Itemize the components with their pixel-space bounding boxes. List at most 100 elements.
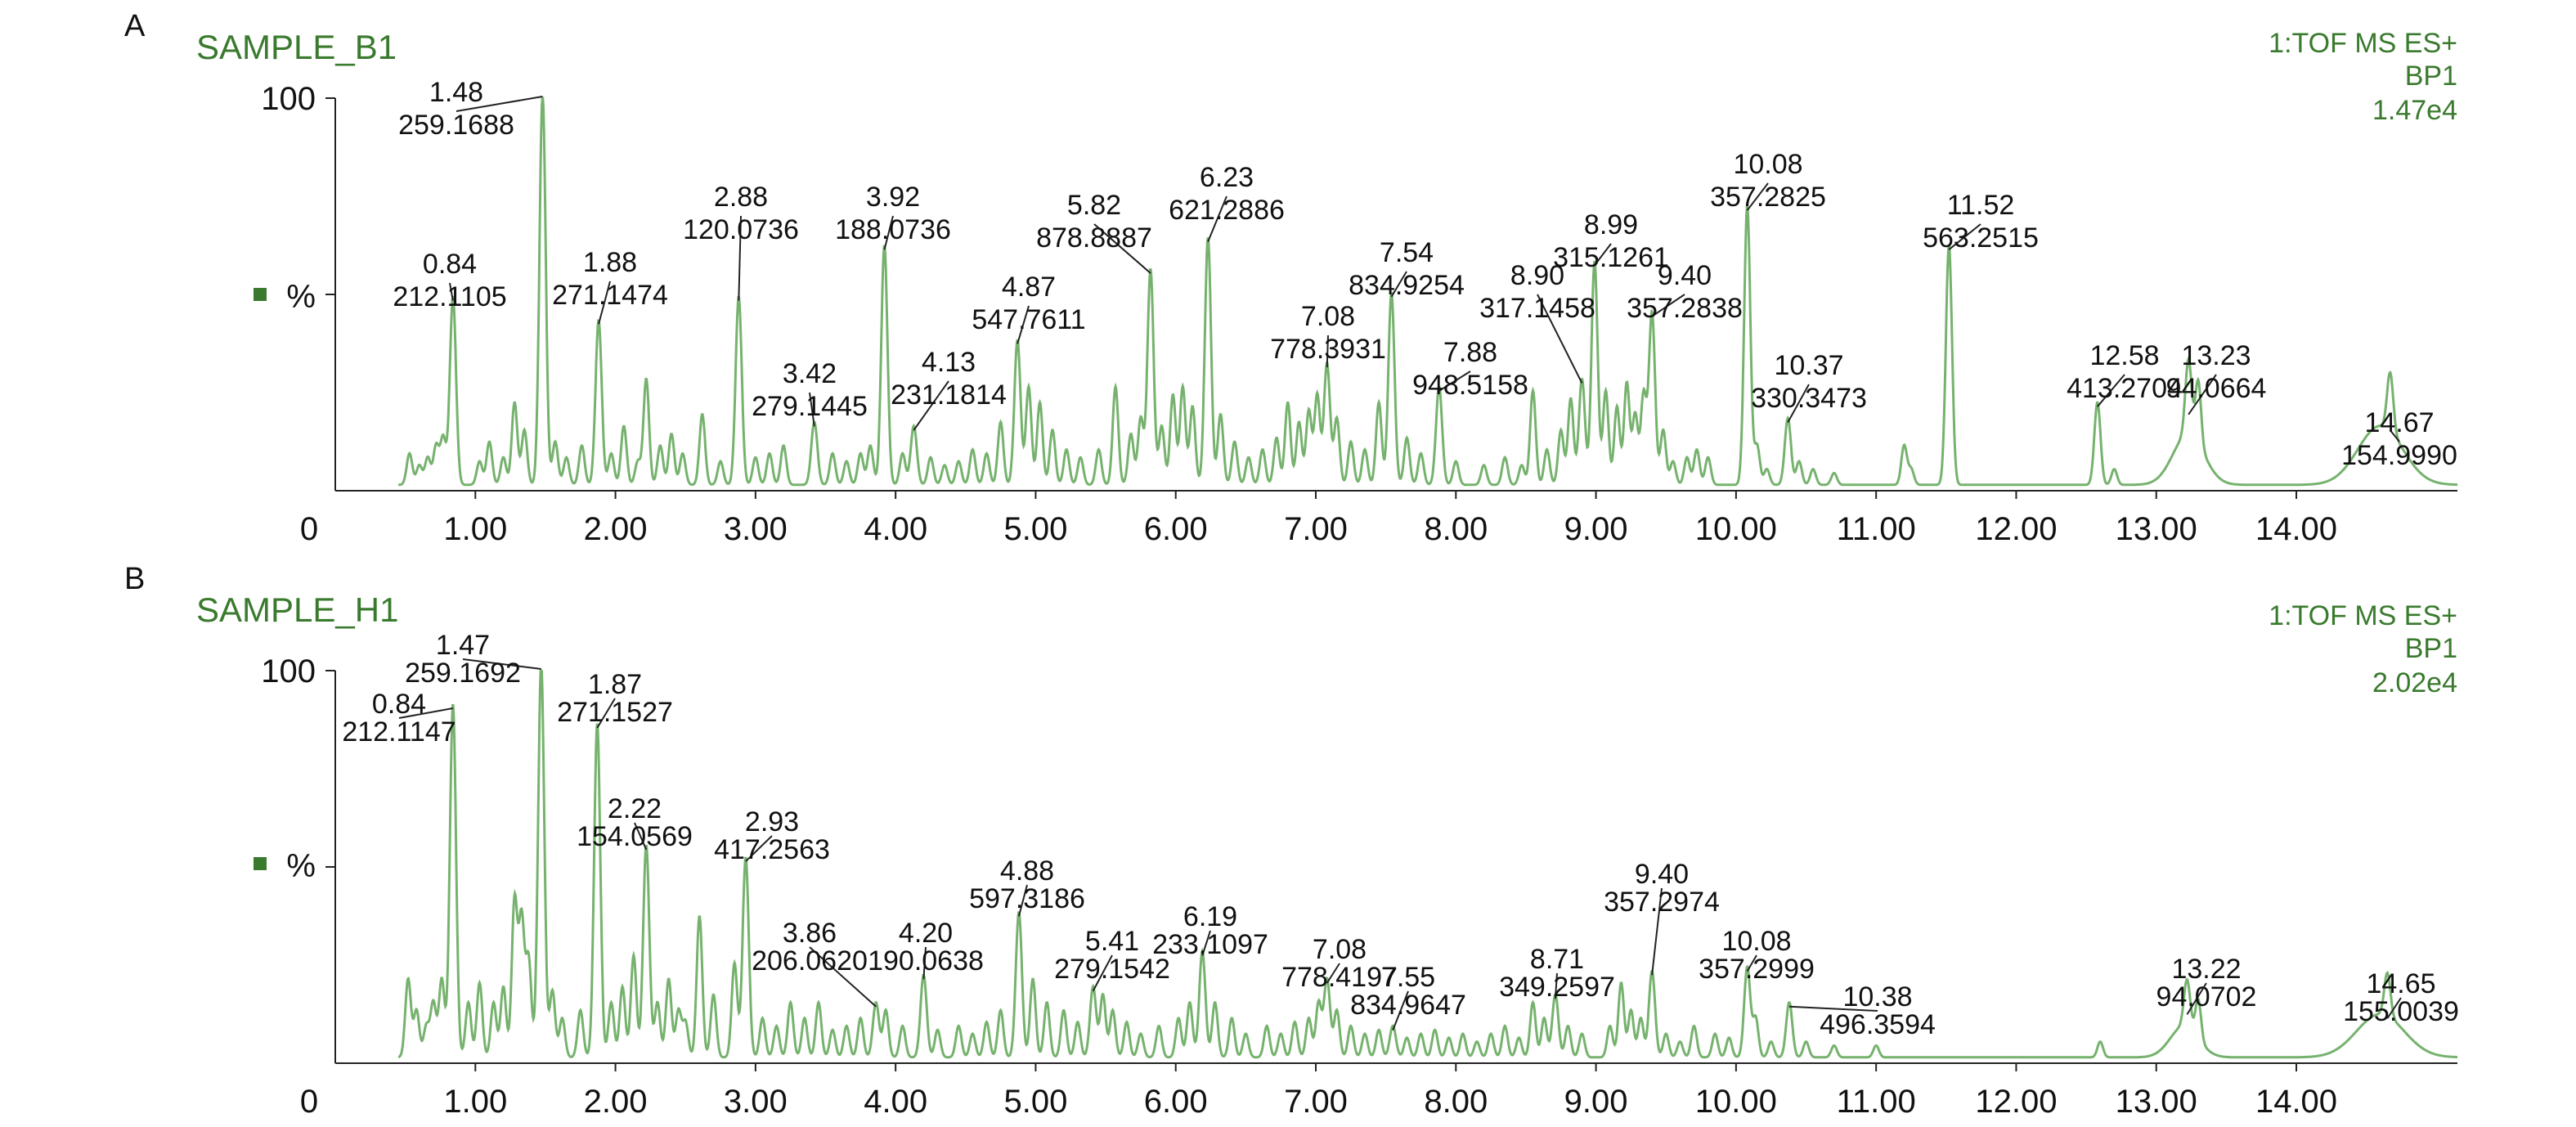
x-tick-label: 5.00 <box>1004 1084 1068 1120</box>
peak-rt: 8.99 <box>1584 209 1638 240</box>
peak-mz: 206.0620 <box>752 945 868 977</box>
peak-leader-line <box>456 96 543 112</box>
y-tick-100: 100 <box>261 81 316 117</box>
axes <box>325 670 2457 1071</box>
peak-rt: 1.47 <box>436 630 490 661</box>
peak-mz: 154.9990 <box>2341 440 2457 471</box>
x-tick-labels: 1.00 2.00 3.00 4.00 5.00 6.00 7.00 8.00 9.00 10.0… <box>443 1084 2337 1120</box>
peak-rt: 7.88 <box>1443 337 1497 368</box>
peak-rt: 2.93 <box>745 806 799 837</box>
x-tick-label: 12.00 <box>1975 511 2057 547</box>
x-tick-label: 3.00 <box>724 1084 788 1120</box>
peak-mz: 212.1147 <box>342 716 456 748</box>
x-tick-label: 5.00 <box>1004 511 1068 547</box>
peak-leader-line <box>1948 223 1981 250</box>
peak-rt: 12.58 <box>2089 340 2159 371</box>
x-tick-labels: 1.00 2.00 3.00 4.00 5.00 6.00 7.00 8.00 9.00 10.0… <box>443 511 2337 547</box>
x-tick-label: 4.00 <box>864 1084 927 1120</box>
x-tick-zero: 0 <box>300 511 318 547</box>
peak-mz: 413.2704 <box>2067 373 2183 404</box>
peak-rt: 5.82 <box>1067 190 1121 221</box>
peak-rt: 10.38 <box>1842 981 1912 1013</box>
axes <box>325 97 2457 499</box>
peak-leader-line <box>2390 429 2400 442</box>
peak-rt: 10.08 <box>1733 149 1802 180</box>
instrument-line-1: 1:TOF MS ES+ <box>2269 28 2457 59</box>
peak-leader-line <box>2188 374 2217 415</box>
peak-mz: 212.1105 <box>393 281 506 312</box>
x-tick-label: 11.00 <box>1837 1084 1916 1120</box>
instrument-line-3: 1.47e4 <box>2372 95 2457 126</box>
peak-leader-line <box>809 392 815 427</box>
peak-leader-line <box>1746 182 1769 211</box>
x-tick-label: 6.00 <box>1144 511 1208 547</box>
peak-mz: 597.3186 <box>969 883 1085 914</box>
peak-mz: 547.7611 <box>972 304 1085 335</box>
peak-rt: 8.90 <box>1510 260 1564 291</box>
peak-mz: 496.3594 <box>1820 1009 1936 1040</box>
peak-leader-line <box>1651 887 1663 976</box>
sample-title: SAMPLE_H1 <box>196 590 398 629</box>
peak-rt: 0.84 <box>372 689 426 720</box>
percent-marker-icon <box>254 288 267 301</box>
chromatogram-trace <box>398 97 2457 487</box>
peak-rt: 7.08 <box>1301 301 1355 332</box>
peak-leader-line <box>2386 997 2402 1019</box>
peak-mz: 357.2974 <box>1604 887 1720 918</box>
peak-mz: 834.9254 <box>1349 270 1465 301</box>
peak-leader-line <box>598 281 611 325</box>
peak-leader-line <box>1326 335 1329 368</box>
peak-rt: 6.23 <box>1200 162 1254 193</box>
peak-mz: 834.9647 <box>1350 990 1466 1021</box>
x-tick-label: 4.00 <box>864 511 927 547</box>
x-tick-label: 11.00 <box>1837 511 1916 547</box>
peak-mz: 878.8887 <box>1036 222 1152 254</box>
peak-rt: 7.54 <box>1380 237 1434 268</box>
peak-mz: 357.2838 <box>1627 293 1743 324</box>
peak-mz: 317.1458 <box>1479 293 1595 324</box>
peak-mz: 94.0664 <box>2166 373 2267 404</box>
peak-rt: 3.86 <box>783 918 837 949</box>
x-tick-label: 2.00 <box>584 1084 648 1120</box>
instrument-line-3: 2.02e4 <box>2372 667 2457 698</box>
peak-mz: 417.2563 <box>714 834 830 865</box>
peak-mz: 259.1688 <box>398 110 514 141</box>
panel-b: B SAMPLE_H1 1:TOF MS ES+ BP1 2.02e4 100 … <box>124 562 2459 1120</box>
peak-mz: 315.1261 <box>1553 242 1669 273</box>
peak-leader-line <box>1201 930 1211 956</box>
panel-a: A SAMPLE_B1 1:TOF MS ES+ BP1 1.47e4 100 … <box>124 9 2457 547</box>
panel-label: B <box>124 562 145 596</box>
peak-rt: 4.20 <box>899 918 953 949</box>
x-tick-label: 9.00 <box>1564 511 1628 547</box>
peak-rt: 1.48 <box>429 77 483 108</box>
peak-leader-line <box>1554 972 1558 999</box>
peak-leader-line <box>809 946 877 1008</box>
peak-rt: 7.55 <box>1381 962 1435 993</box>
peak-leader-line <box>2097 374 2125 407</box>
x-tick-label: 12.00 <box>1975 1084 2057 1120</box>
peak-leader-line <box>398 707 454 719</box>
x-tick-label: 14.00 <box>2255 1084 2337 1120</box>
peak-leader-line <box>449 282 454 301</box>
peak-mz: 231.1814 <box>891 379 1007 411</box>
peak-rt: 5.41 <box>1085 926 1139 957</box>
x-tick-label: 1.00 <box>443 511 507 547</box>
peak-mz: 357.2999 <box>1699 954 1815 985</box>
peak-rt: 3.92 <box>866 182 920 213</box>
peak-leader-line <box>1017 884 1028 917</box>
y-tick-100: 100 <box>261 653 316 689</box>
